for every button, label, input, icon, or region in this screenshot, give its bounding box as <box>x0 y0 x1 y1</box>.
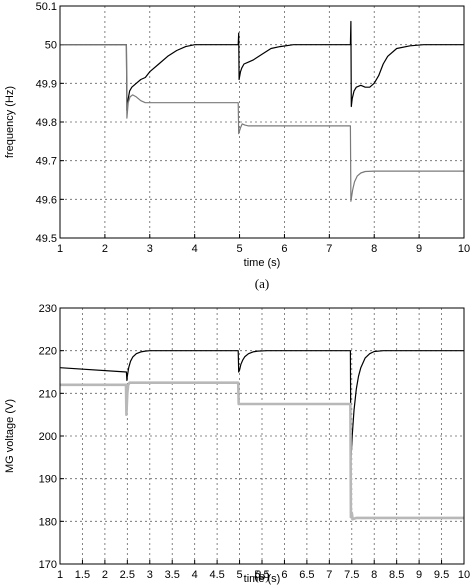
figure-caption: (a) <box>255 276 269 291</box>
x-tick-label: 1 <box>57 569 63 581</box>
x-axis-label: time (s) <box>244 257 281 269</box>
frequency-chart: 1 2 3 4 5 6 7 8 9 10 49.5 49.6 49.7 49.8 49.9 50 50.1 tim… <box>4 1 470 291</box>
series-line-1 <box>60 20 464 112</box>
x-tick-label: 4 <box>192 569 198 581</box>
x-tick-label: 8 <box>371 243 377 255</box>
x-tick-label: 3 <box>147 569 153 581</box>
x-tick-label: 3.5 <box>165 569 180 581</box>
x-tick-label: 7 <box>326 243 332 255</box>
y-tick-label: 50 <box>45 40 57 52</box>
x-tick-label: 8.5 <box>389 569 404 581</box>
x-tick-label: 1.5 <box>75 569 90 581</box>
y-tick-label: 49.9 <box>36 78 57 90</box>
x-tick-label: 10 <box>458 569 470 581</box>
y-tick-label: 200 <box>39 431 57 443</box>
x-tick-label: 6.5 <box>299 569 314 581</box>
y-tick-label: 190 <box>39 474 57 486</box>
y-tick-label: 49.5 <box>36 233 57 245</box>
series-line-2 <box>60 381 464 521</box>
x-tick-label: 7 <box>326 569 332 581</box>
voltage-chart: 1 1.5 2 2.5 3 3.5 4 4.5 5 5.5 6 6.5 7 7.5 8 8.5 9 9.5 10 17… <box>4 303 470 585</box>
x-tick-label: 3 <box>147 243 153 255</box>
x-tick-label: 2 <box>102 569 108 581</box>
x-tick-label: 6 <box>281 243 287 255</box>
y-axis-label: MG voltage (V) <box>4 399 16 473</box>
y-tick-label: 170 <box>39 559 57 571</box>
x-tick-label: 4 <box>192 243 198 255</box>
x-tick-label: 9 <box>416 569 422 581</box>
x-tick-label: 6 <box>281 569 287 581</box>
series-line-1 <box>59 350 464 463</box>
series-line-2 <box>60 44 464 202</box>
x-tick-label: 9 <box>416 243 422 255</box>
x-tick-label: 4.5 <box>209 569 224 581</box>
y-tick-label: 49.8 <box>36 117 57 129</box>
x-tick-label: 5.5 <box>254 569 269 581</box>
x-tick-label: 9.5 <box>434 569 449 581</box>
x-tick-label: 10 <box>458 243 470 255</box>
y-tick-label: 230 <box>39 303 57 315</box>
x-tick-label: 8 <box>371 569 377 581</box>
x-axis-label: time (s) <box>244 573 281 585</box>
axes-frame <box>59 5 465 239</box>
y-tick-label: 180 <box>39 516 57 528</box>
y-tick-label: 50.1 <box>36 1 57 13</box>
y-tick-label: 49.7 <box>36 156 57 168</box>
x-tick-label: 5 <box>236 569 242 581</box>
x-tick-label: 5 <box>236 243 242 255</box>
x-tick-label: 7.5 <box>344 569 359 581</box>
y-tick-label: 210 <box>39 388 57 400</box>
x-tick-label: 2.5 <box>120 569 135 581</box>
axes-frame <box>59 307 465 565</box>
x-tick-label: 1 <box>57 243 63 255</box>
y-tick-label: 49.6 <box>36 194 57 206</box>
y-axis-label: frequency (Hz) <box>4 86 16 158</box>
figure-caption: (b) <box>254 568 269 583</box>
x-tick-label: 2 <box>102 243 108 255</box>
y-tick-label: 220 <box>39 346 57 358</box>
